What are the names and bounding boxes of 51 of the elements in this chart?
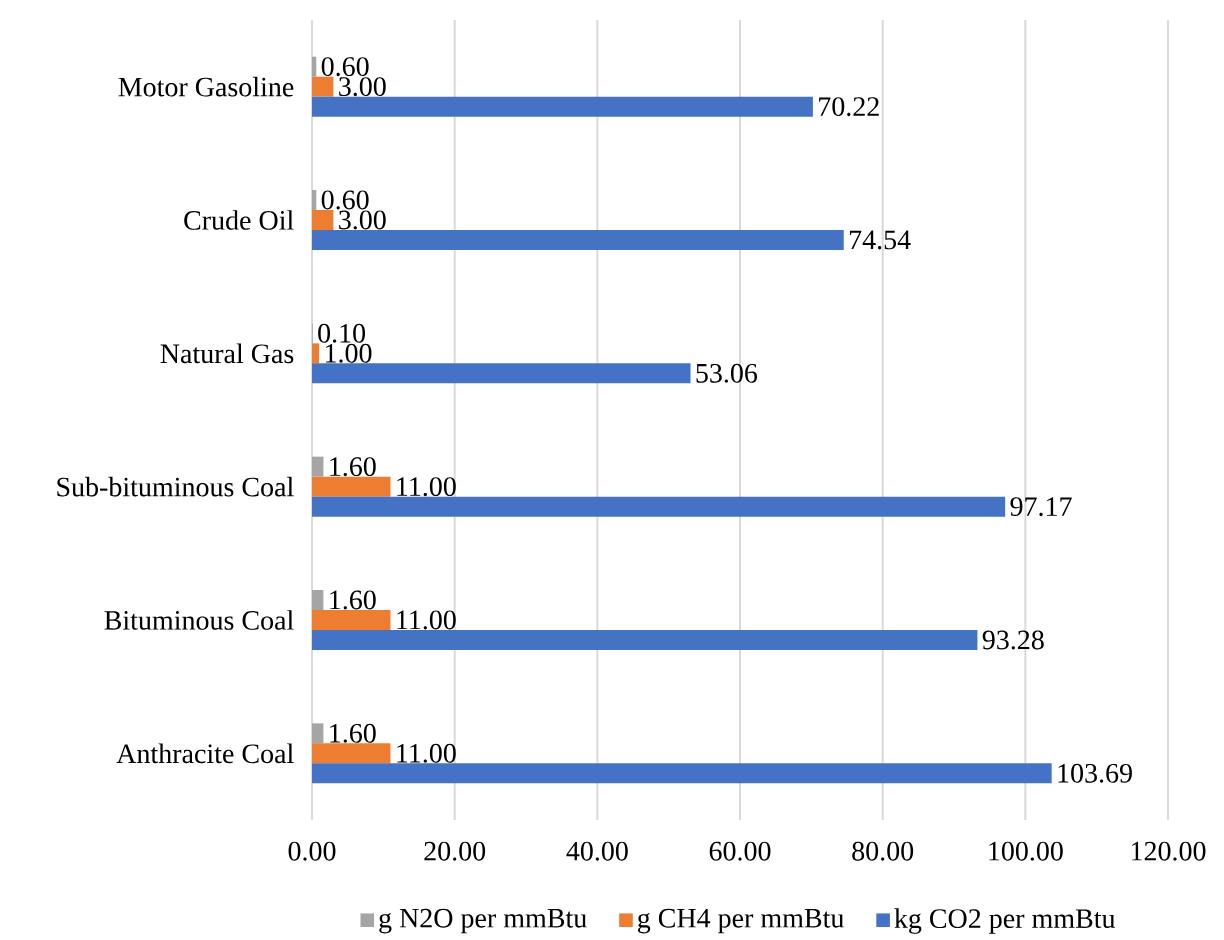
bar xyxy=(312,723,324,744)
data-label: 3.00 xyxy=(339,210,386,230)
y-tick-label: Motor Gasoline xyxy=(118,76,294,97)
x-tick-label: 60.00 xyxy=(709,841,771,861)
bar xyxy=(312,56,317,77)
data-label: 1.00 xyxy=(325,343,372,363)
x-tick-label: 120.00 xyxy=(1131,841,1206,861)
legend-label: g N2O per mmBtu xyxy=(379,908,587,934)
bar xyxy=(312,496,1006,517)
bar xyxy=(312,456,324,477)
bar xyxy=(312,96,813,117)
bar xyxy=(312,476,391,497)
data-label: 53.06 xyxy=(696,363,758,383)
bar xyxy=(312,230,844,251)
bar xyxy=(312,763,1052,784)
data-label: 1.60 xyxy=(330,723,376,743)
bar xyxy=(312,76,334,97)
bar xyxy=(312,743,391,764)
data-label: 1.60 xyxy=(330,457,376,477)
data-label: 70.22 xyxy=(819,97,879,117)
y-tick-label: Anthracite Coal xyxy=(116,743,294,764)
data-label: 11.00 xyxy=(397,610,456,630)
y-tick-label: Natural Gas xyxy=(160,343,294,364)
data-label: 0.60 xyxy=(321,57,369,77)
bar xyxy=(312,190,317,211)
bar xyxy=(312,363,691,384)
x-tick-label: 80.00 xyxy=(852,841,914,861)
data-label: 0.10 xyxy=(318,323,366,343)
y-tick-label: Crude Oil xyxy=(184,210,294,230)
x-tick-label: 40.00 xyxy=(566,841,628,861)
y-tick-label: Bituminous Coal xyxy=(104,610,294,630)
legend-label: kg CO2 per mmBtu xyxy=(894,908,1116,934)
legend-label: g CH4 per mmBtu xyxy=(637,908,844,934)
bar xyxy=(312,590,324,611)
data-label: 11.00 xyxy=(397,477,456,497)
bar xyxy=(312,610,391,631)
data-label: 97.17 xyxy=(1010,497,1072,517)
data-label: 11.00 xyxy=(397,743,456,763)
data-label: 93.28 xyxy=(982,630,1044,650)
bar xyxy=(312,343,320,364)
data-label: 3.00 xyxy=(339,77,386,97)
x-tick-label: 20.00 xyxy=(424,841,486,861)
y-tick-label: Sub-bituminous Coal xyxy=(57,476,294,497)
data-label: 1.60 xyxy=(330,590,376,610)
bar xyxy=(312,630,978,651)
x-tick-label: 0.00 xyxy=(288,841,336,861)
data-label: 0.60 xyxy=(321,190,369,210)
data-label: 74.54 xyxy=(849,230,911,250)
bar xyxy=(312,210,334,231)
x-tick-label: 100.00 xyxy=(989,841,1063,861)
data-label: 103.69 xyxy=(1058,763,1132,783)
